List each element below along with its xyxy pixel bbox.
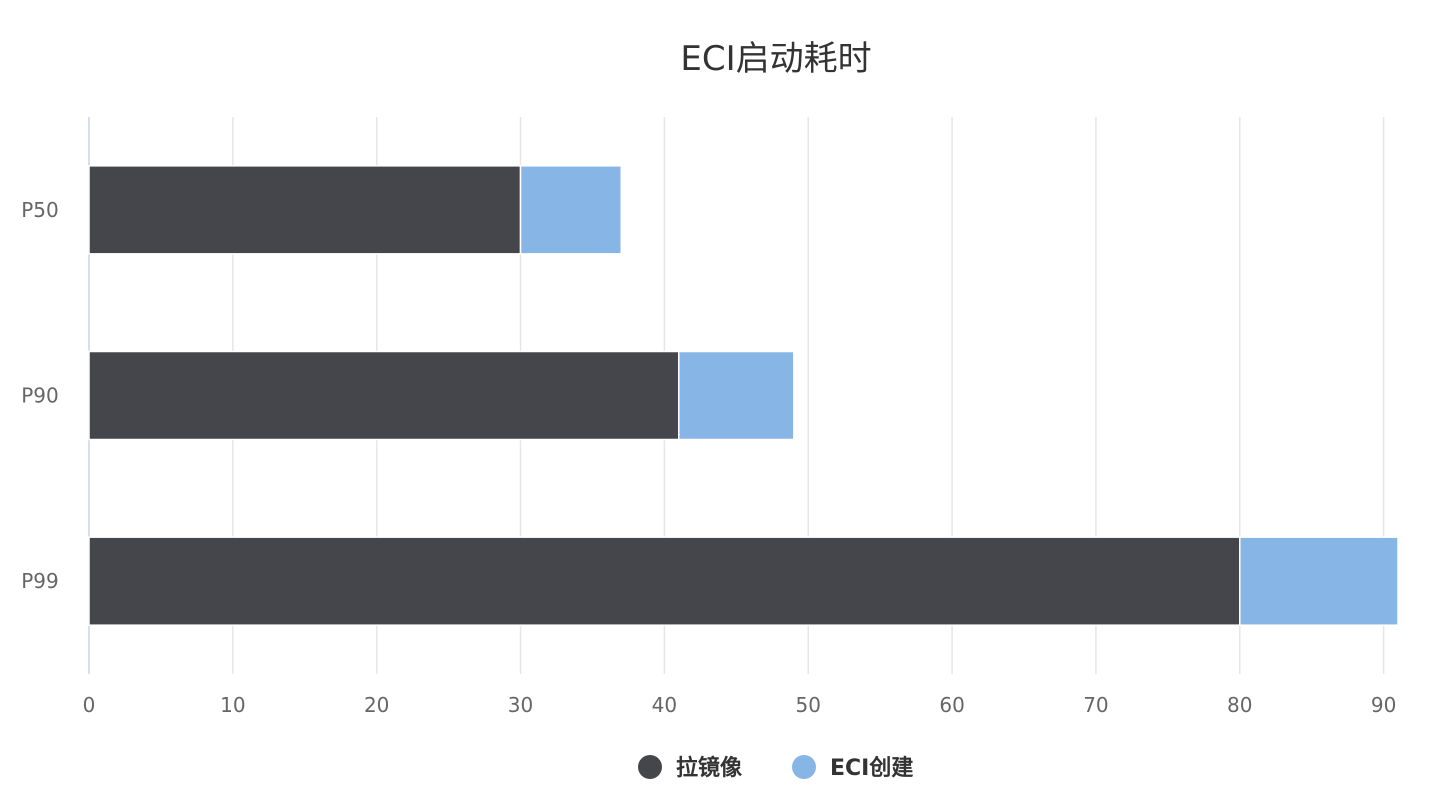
x-tick-label: 10 — [220, 693, 245, 717]
legend-item-0[interactable]: 拉镜像 — [638, 755, 743, 781]
x-tick-label: 60 — [939, 693, 964, 717]
y-category-label: P90 — [21, 384, 59, 408]
legend-marker — [638, 755, 662, 779]
bar-P90-series-0[interactable] — [88, 350, 680, 441]
x-tick-label: 70 — [1083, 693, 1108, 717]
bars — [88, 165, 1399, 626]
x-tick-label: 90 — [1371, 693, 1396, 717]
legend-marker — [792, 755, 816, 779]
bar-P90-series-1[interactable] — [678, 350, 795, 441]
bar-P50-series-0[interactable] — [88, 165, 522, 255]
y-category-label: P50 — [21, 198, 59, 222]
x-tick-label: 50 — [796, 693, 821, 717]
legend-item-1[interactable]: ECI创建 — [792, 755, 913, 781]
chart-title: ECI启动耗时 — [680, 39, 871, 79]
y-category-label: P99 — [21, 569, 59, 593]
x-tick-label: 40 — [652, 693, 677, 717]
legend-label: ECI创建 — [830, 756, 913, 781]
bar-P50-series-1[interactable] — [519, 165, 622, 255]
bar-P99-series-1[interactable] — [1239, 536, 1399, 626]
x-tick-label: 30 — [508, 693, 533, 717]
x-tick-label: 20 — [364, 693, 389, 717]
x-tick-label: 80 — [1227, 693, 1252, 717]
x-tick-label: 0 — [83, 693, 96, 717]
legend-label: 拉镜像 — [676, 755, 743, 781]
axes: 0 10 20 30 40 50 60 70 80 90 P50 P90 P99 — [21, 198, 1396, 717]
legend: 拉镜像 ECI创建 — [638, 755, 913, 781]
bar-P99-series-0[interactable] — [88, 536, 1241, 626]
